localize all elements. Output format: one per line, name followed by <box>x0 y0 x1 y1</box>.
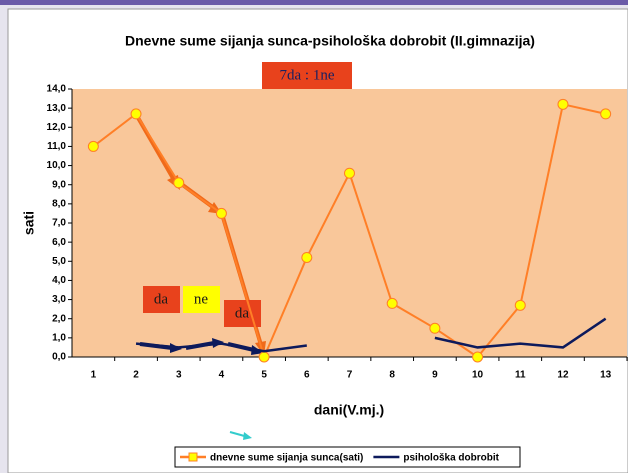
y-tick-label: 14,0 <box>47 84 67 95</box>
annotation-box <box>143 286 180 313</box>
y-tick-label: 1,0 <box>52 332 66 343</box>
annotation: da <box>235 305 250 321</box>
legend-label: psihološka dobrobit <box>403 453 499 464</box>
point-marker <box>344 167 355 179</box>
point-marker <box>258 351 270 363</box>
decoration-arrowhead <box>243 432 252 440</box>
x-tick-label: 8 <box>389 370 395 381</box>
series-line <box>434 317 607 349</box>
annotation-box <box>262 62 352 89</box>
point-marker <box>429 322 441 334</box>
point-marker <box>472 351 484 363</box>
point-marker <box>173 177 185 189</box>
x-tick-label: 13 <box>600 370 612 381</box>
x-tick-label: 7 <box>347 370 353 381</box>
point-marker <box>215 207 227 219</box>
x-tick-label: 11 <box>515 370 526 381</box>
point-marker <box>301 251 313 263</box>
x-tick-label: 9 <box>432 370 438 381</box>
annotation: da <box>154 291 169 307</box>
legend-marker <box>188 452 198 462</box>
y-tick-label: 13,0 <box>47 103 67 114</box>
y-tick-label: 7,0 <box>52 218 66 229</box>
y-tick-label: 0,0 <box>52 352 66 363</box>
y-tick-label: 9,0 <box>52 179 66 190</box>
x-tick-label: 3 <box>176 370 182 381</box>
x-tick-label: 6 <box>304 370 310 381</box>
y-tick-label: 11,0 <box>47 141 66 152</box>
point-marker <box>87 140 99 152</box>
x-tick-label: 1 <box>91 370 97 381</box>
point-marker <box>130 108 142 120</box>
annotation-box <box>183 286 220 313</box>
x-tick-label: 10 <box>472 370 484 381</box>
y-tick-label: 2,0 <box>52 313 66 324</box>
y-tick-label: 6,0 <box>52 237 66 248</box>
y-tick-label: 4,0 <box>52 275 66 286</box>
y-tick-label: 3,0 <box>52 294 66 305</box>
chart-title: Dnevne sume sijanja sunca-psihološka dob… <box>125 33 535 49</box>
y-tick-label: 10,0 <box>47 160 67 171</box>
y-tick-label: 8,0 <box>52 198 66 209</box>
y-tick-label: 5,0 <box>52 256 66 267</box>
point-marker <box>514 299 526 311</box>
legend <box>174 446 521 468</box>
x-axis-label: dani(V.mj.) <box>314 402 384 418</box>
point-marker <box>600 108 612 120</box>
point-marker <box>557 98 569 110</box>
y-axis-label: sati <box>21 211 37 235</box>
series-line <box>135 342 307 353</box>
point-marker <box>386 297 398 309</box>
annotation: ne <box>194 291 209 307</box>
plot-area <box>72 89 627 357</box>
x-tick-label: 4 <box>219 370 225 381</box>
legend-label: dnevne sume sijanja sunca(sati) <box>210 453 363 464</box>
x-tick-label: 2 <box>133 370 139 381</box>
annotation: 7da : 1ne <box>280 67 335 83</box>
y-tick-label: 12,0 <box>47 122 67 133</box>
x-tick-label: 5 <box>261 370 267 381</box>
x-tick-label: 12 <box>557 370 569 381</box>
top-strip <box>0 0 628 5</box>
